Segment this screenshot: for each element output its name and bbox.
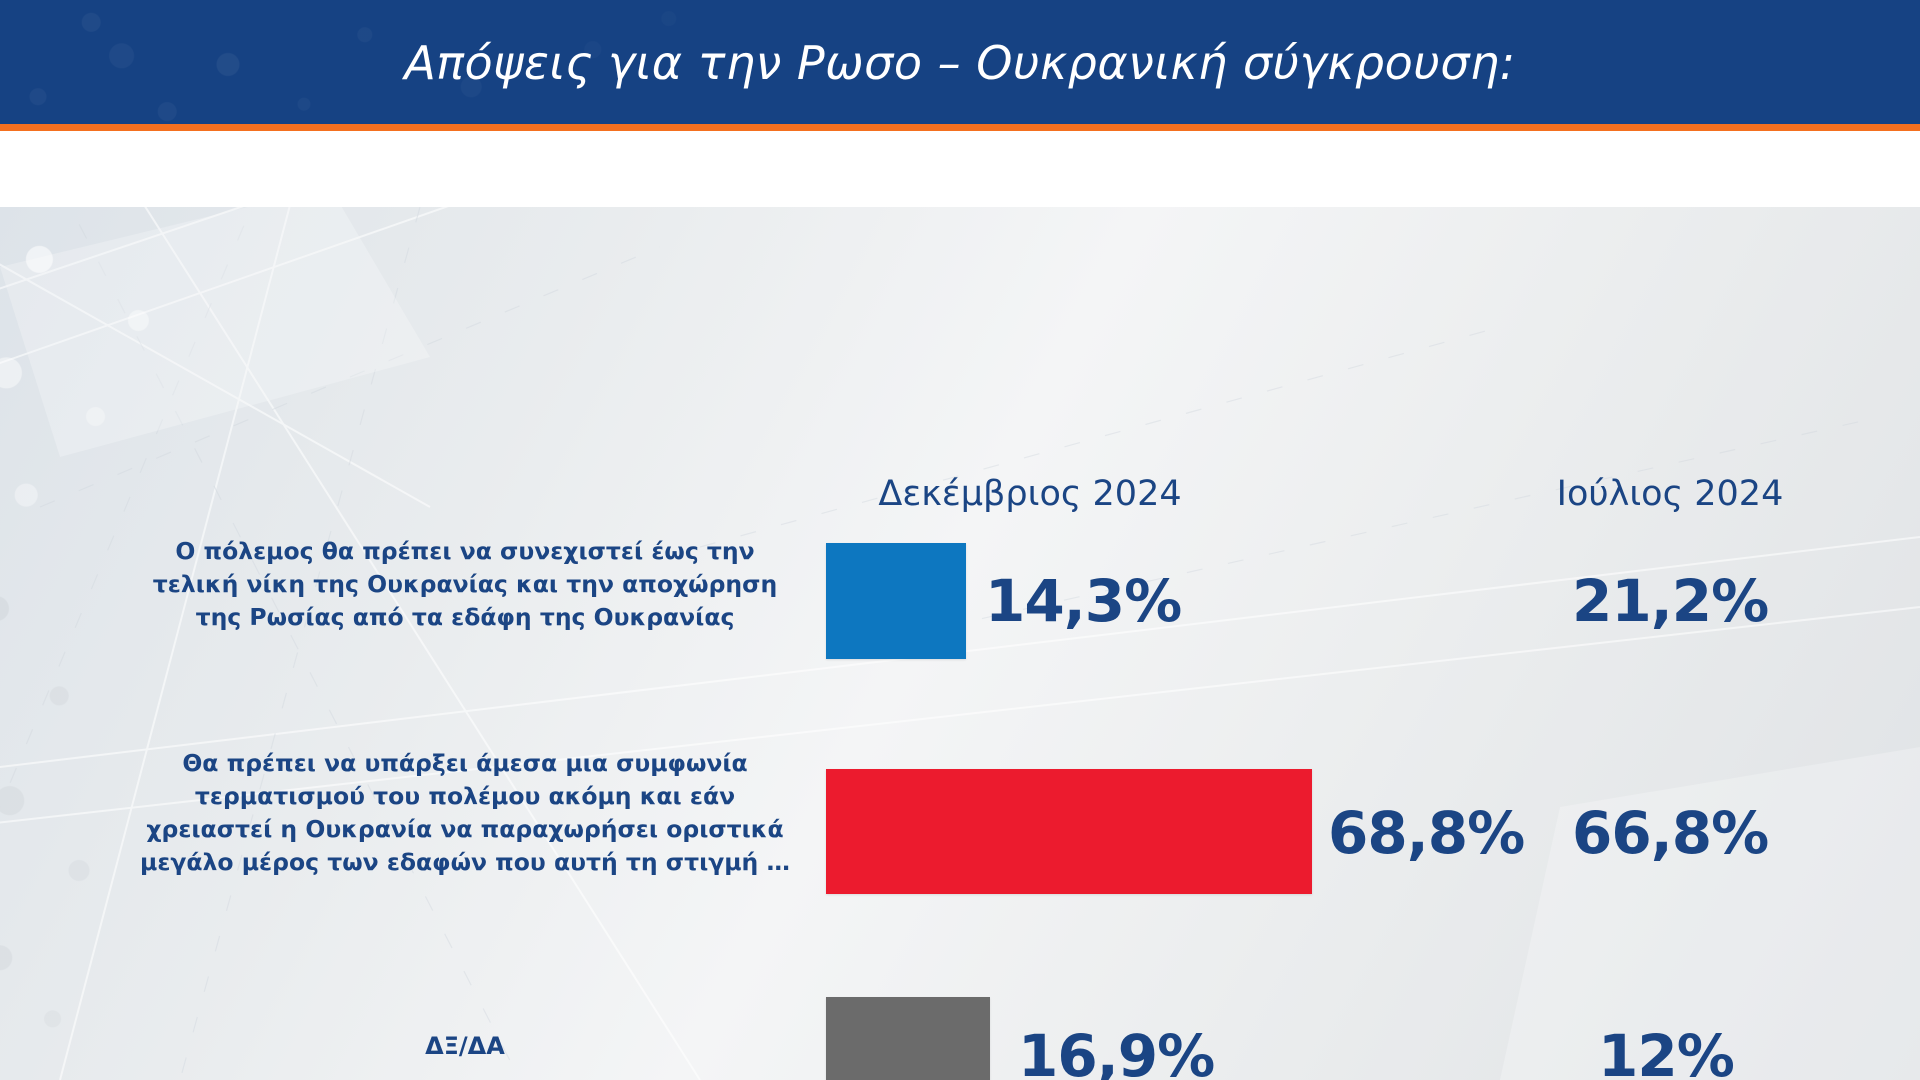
column-header-december: Δεκέμβριος 2024	[878, 474, 1182, 514]
value-december: 14,3%	[985, 567, 1182, 635]
row-label: ΔΞ/ΔΑ	[120, 1030, 810, 1063]
value-july: 21,2%	[1572, 567, 1769, 635]
value-december: 16,9%	[1018, 1022, 1215, 1080]
row-label-line: Ο πόλεμος θα πρέπει να συνεχιστεί έως τη…	[175, 537, 755, 565]
chart-row: ΔΞ/ΔΑ 16,9% 12%	[0, 982, 1920, 1080]
row-label: Θα πρέπει να υπάρξει άμεσα μια συμφωνία …	[120, 747, 810, 879]
bar-december	[826, 769, 1312, 894]
bar-december	[826, 543, 966, 659]
row-label-line: Θα πρέπει να υπάρξει άμεσα μια συμφωνία	[182, 749, 748, 777]
value-december: 68,8%	[1328, 799, 1525, 867]
page-title: Απόψεις για την Ρωσο – Ουκρανική σύγκρου…	[404, 36, 1516, 90]
chart-row: Ο πόλεμος θα πρέπει να συνεχιστεί έως τη…	[0, 527, 1920, 697]
value-july: 66,8%	[1572, 799, 1769, 867]
value-july: 12%	[1598, 1022, 1735, 1080]
chart-canvas: Δεκέμβριος 2024 Ιούλιος 2024 Ο πόλεμος θ…	[0, 207, 1920, 1080]
row-label-line: της Ρωσίας από τα εδάφη της Ουκρανίας	[195, 603, 735, 631]
subtitle-band: Να συνεχιστεί ή να τερματιστεί;	[0, 131, 1920, 320]
row-label: Ο πόλεμος θα πρέπει να συνεχιστεί έως τη…	[120, 535, 810, 634]
row-label-line: χρειαστεί η Ουκρανία να παραχωρήσει ορισ…	[146, 815, 784, 843]
row-label-line: τερματισμού του πολέμου ακόμη και εάν	[194, 782, 736, 810]
row-label-line: ΔΞ/ΔΑ	[425, 1032, 505, 1060]
row-label-line: τελική νίκη της Ουκρανίας και την αποχώρ…	[152, 570, 778, 598]
accent-divider	[0, 124, 1920, 131]
chart-row: Θα πρέπει να υπάρξει άμεσα μια συμφωνία …	[0, 747, 1920, 947]
row-label-line: μεγάλο μέρος των εδαφών που αυτή τη στιγ…	[140, 848, 790, 876]
bar-december	[826, 997, 990, 1080]
column-header-july: Ιούλιος 2024	[1556, 474, 1784, 514]
header-bar: Απόψεις για την Ρωσο – Ουκρανική σύγκρου…	[0, 0, 1920, 124]
